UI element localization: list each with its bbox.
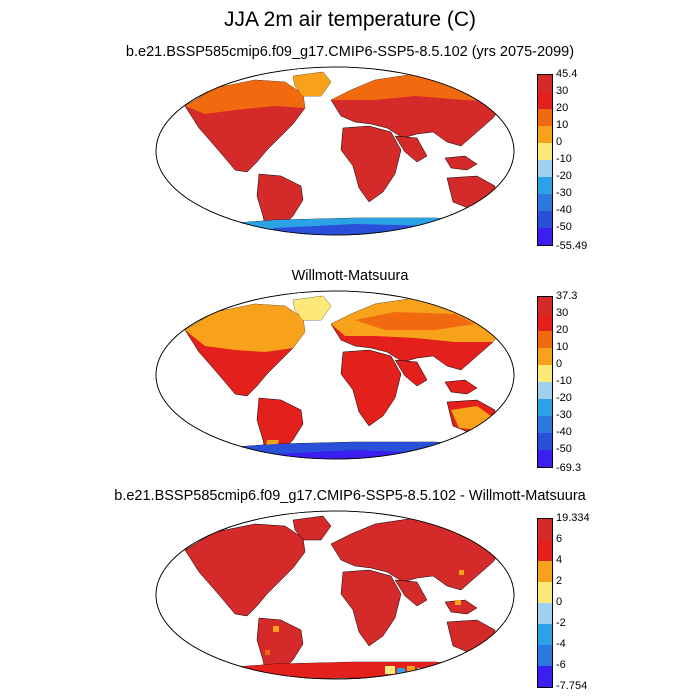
panel-3-map <box>155 510 515 680</box>
colorbar-label: -20 <box>556 170 572 182</box>
colorbar-label: -20 <box>556 392 572 404</box>
colorbar-label: -30 <box>556 187 572 199</box>
colorbar-label: 30 <box>556 85 569 97</box>
colorbar-label: -50 <box>556 443 572 455</box>
colorbar-label: 37.3 <box>556 290 578 302</box>
colorbar-label: 0 <box>556 358 563 370</box>
panel-2-map <box>155 290 515 460</box>
colorbar-label: 4 <box>556 554 563 566</box>
colorbar-label: -10 <box>556 375 572 387</box>
colorbar-label: 0 <box>556 136 563 148</box>
colorbar-label: 0 <box>556 596 563 608</box>
colorbar-label: -10 <box>556 153 572 165</box>
colorbar-label: -30 <box>556 409 572 421</box>
colorbar-label: 20 <box>556 324 569 336</box>
colorbar-label: 10 <box>556 119 569 131</box>
colorbar-label: -50 <box>556 221 572 233</box>
colorbar-label: 20 <box>556 102 569 114</box>
panel-2-colorbar <box>537 296 553 468</box>
colorbar-label: -40 <box>556 426 572 438</box>
colorbar-label: -55.49 <box>556 240 588 252</box>
colorbar-label: -4 <box>556 638 566 650</box>
panel-2-subtitle: Willmott-Matsuura <box>291 268 409 284</box>
colorbar-label: 10 <box>556 341 569 353</box>
colorbar-label: 30 <box>556 307 569 319</box>
panel-3-subtitle: b.e21.BSSP585cmip6.f09_g17.CMIP6-SSP5-8.… <box>114 488 586 504</box>
figure-title: JJA 2m air temperature (C) <box>223 8 477 31</box>
colorbar-label: -7.754 <box>556 680 588 692</box>
panel-1-colorbar <box>537 74 553 246</box>
colorbar-label: 6 <box>556 533 563 545</box>
panel-3-colorbar <box>537 518 553 688</box>
colorbar-label: -69.3 <box>556 462 582 474</box>
panel-1-subtitle: b.e21.BSSP585cmip6.f09_g17.CMIP6-SSP5-8.… <box>125 44 575 60</box>
colorbar-label: -2 <box>556 617 566 629</box>
colorbar-label: 45.4 <box>556 68 578 80</box>
colorbar-label: 19.334 <box>556 512 590 524</box>
colorbar-label: 2 <box>556 575 563 587</box>
colorbar-label: -40 <box>556 204 572 216</box>
colorbar-label: -6 <box>556 659 566 671</box>
panel-1-map <box>155 66 515 236</box>
